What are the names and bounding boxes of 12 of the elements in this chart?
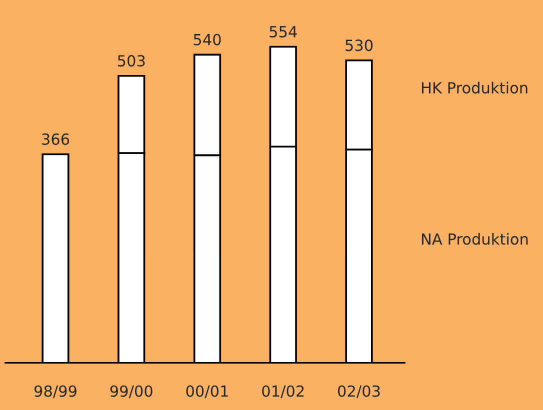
x-tick-label: 02/03 — [338, 385, 380, 398]
x-tick-label: 00/01 — [186, 385, 228, 398]
text: NA Produktion — [422, 232, 528, 245]
x-tick-label: 01/02 — [262, 385, 304, 398]
annotation: 554 — [270, 26, 297, 38]
x-tick-label: 99/00 — [110, 385, 152, 398]
annotation: 530 — [346, 40, 373, 52]
x-tick-label: 98/99 — [34, 385, 76, 398]
annotation: 366 — [42, 133, 70, 145]
text: HK Produktion — [422, 82, 528, 94]
annotation: 540 — [194, 34, 221, 46]
annotation: 503 — [118, 55, 145, 67]
